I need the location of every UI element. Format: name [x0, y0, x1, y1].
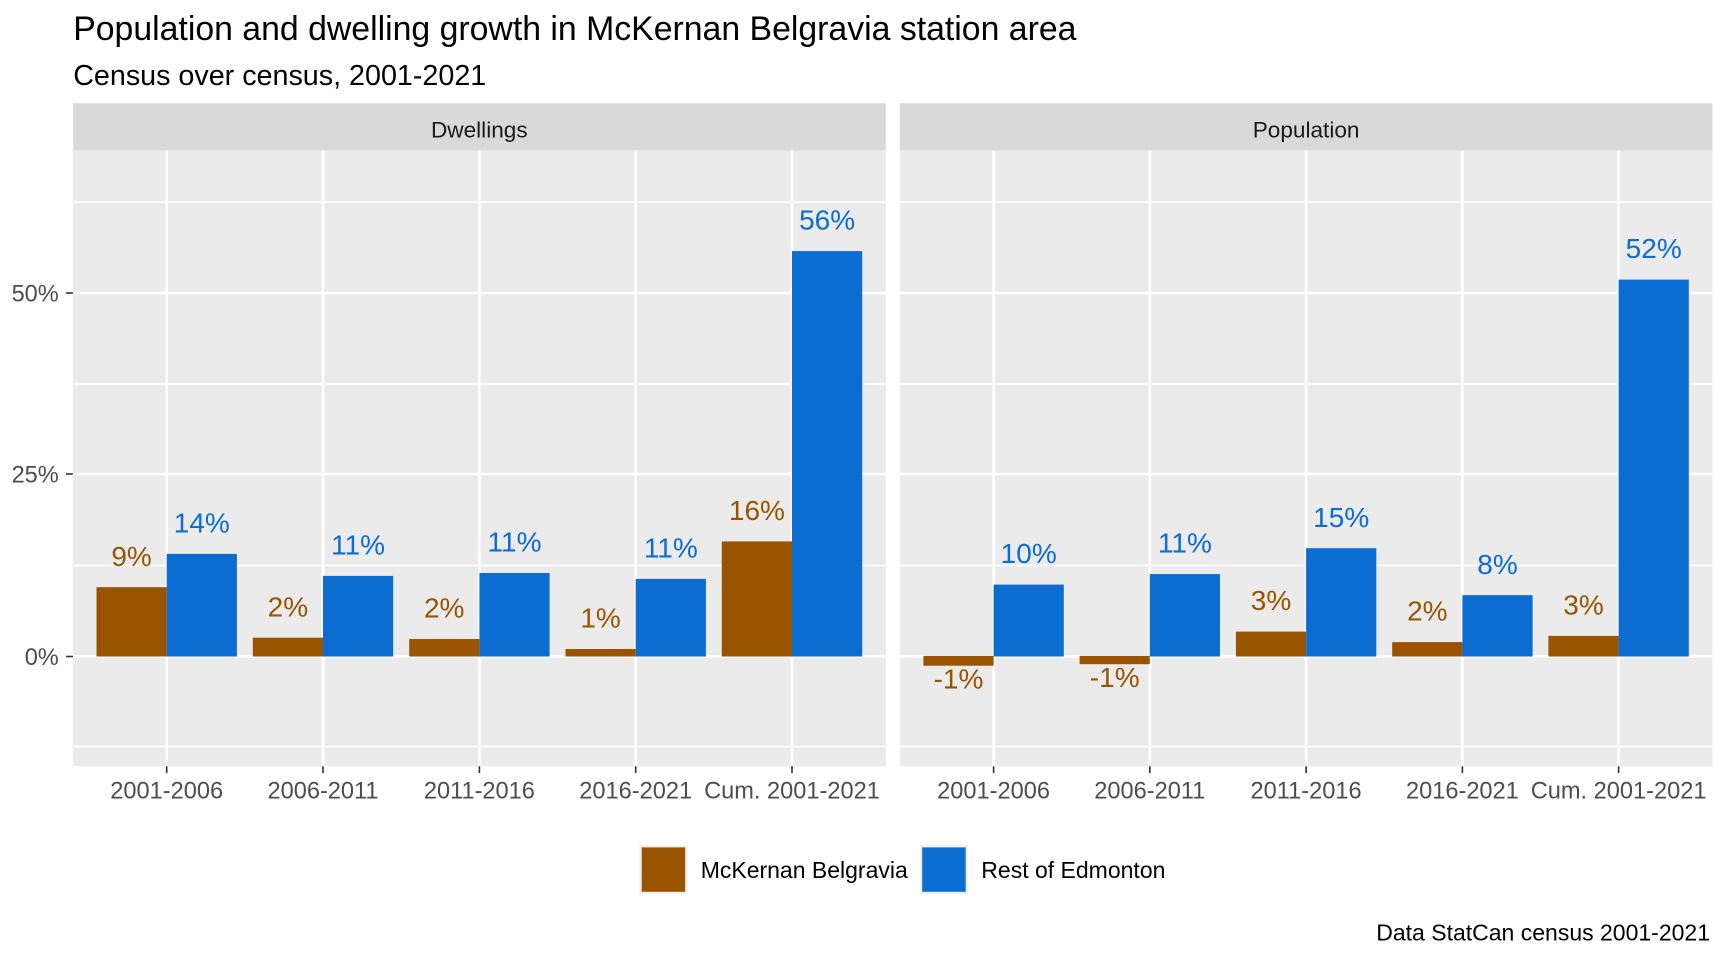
svg-text:Dwellings: Dwellings [431, 117, 528, 142]
svg-text:McKernan Belgravia: McKernan Belgravia [701, 857, 908, 883]
svg-text:Data StatCan census 2001-2021: Data StatCan census 2001-2021 [1376, 919, 1710, 945]
svg-text:50%: 50% [12, 282, 59, 308]
svg-text:2%: 2% [268, 591, 308, 622]
svg-text:2%: 2% [424, 593, 464, 624]
svg-text:25%: 25% [12, 463, 59, 489]
svg-text:Rest of Edmonton: Rest of Edmonton [981, 857, 1165, 883]
svg-text:14%: 14% [174, 508, 230, 539]
svg-text:16%: 16% [729, 495, 785, 526]
svg-text:8%: 8% [1477, 549, 1517, 580]
svg-text:Cum. 2001-2021: Cum. 2001-2021 [704, 779, 880, 805]
svg-text:3%: 3% [1563, 590, 1603, 621]
svg-text:9%: 9% [111, 541, 151, 572]
svg-text:2016-2021: 2016-2021 [1406, 779, 1519, 805]
svg-text:Census over census, 2001-2021: Census over census, 2001-2021 [73, 60, 486, 92]
svg-text:11%: 11% [331, 530, 385, 561]
svg-text:-1%: -1% [934, 663, 984, 694]
svg-text:10%: 10% [1001, 538, 1057, 569]
svg-text:Cum. 2001-2021: Cum. 2001-2021 [1531, 779, 1707, 805]
svg-text:52%: 52% [1626, 233, 1682, 264]
svg-text:1%: 1% [580, 603, 620, 634]
svg-text:0%: 0% [25, 645, 59, 671]
svg-text:2016-2021: 2016-2021 [579, 779, 692, 805]
svg-text:3%: 3% [1251, 585, 1291, 616]
svg-text:15%: 15% [1313, 502, 1369, 533]
svg-text:2001-2006: 2001-2006 [937, 779, 1050, 805]
svg-text:11%: 11% [1158, 528, 1212, 559]
svg-text:56%: 56% [799, 205, 855, 236]
svg-text:2006-2011: 2006-2011 [267, 779, 378, 805]
svg-text:2011-2016: 2011-2016 [1251, 779, 1362, 805]
svg-text:2%: 2% [1407, 596, 1447, 627]
svg-text:11%: 11% [488, 527, 542, 558]
svg-text:2001-2006: 2001-2006 [110, 779, 223, 805]
svg-text:11%: 11% [644, 533, 698, 564]
svg-text:2006-2011: 2006-2011 [1094, 779, 1205, 805]
svg-text:Population and dwelling growth: Population and dwelling growth in McKern… [73, 10, 1076, 48]
svg-text:2011-2016: 2011-2016 [424, 779, 535, 805]
svg-text:-1%: -1% [1090, 662, 1140, 693]
svg-text:Population: Population [1253, 117, 1360, 142]
